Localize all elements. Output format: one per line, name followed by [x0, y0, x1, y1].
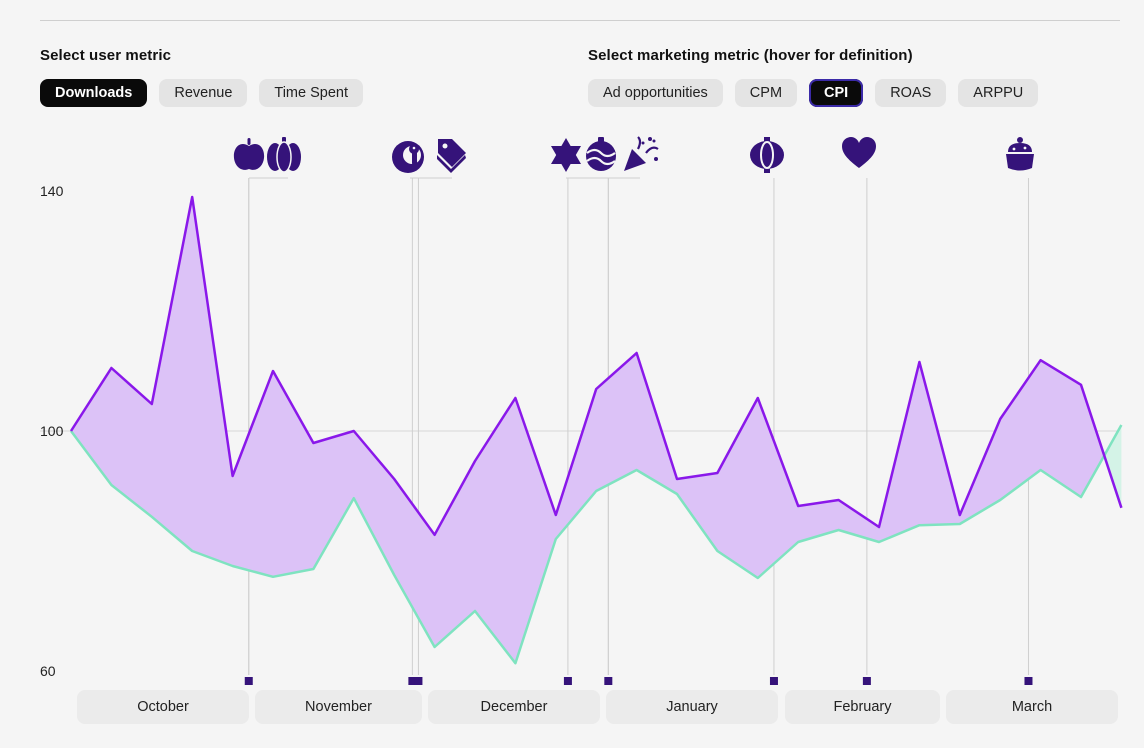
- event-marker: [1024, 677, 1033, 685]
- party-popper-icon[interactable]: [624, 136, 659, 171]
- marketing-metric-label: Select marketing metric (hover for defin…: [588, 47, 913, 64]
- star-of-david-icon[interactable]: [551, 138, 581, 172]
- downloads-above-fill: [1104, 425, 1122, 508]
- month-december-button[interactable]: December: [428, 690, 600, 724]
- price-tag-icon[interactable]: [437, 139, 466, 173]
- chart-fills: [71, 197, 1122, 664]
- roas-button[interactable]: ROAS: [875, 79, 947, 107]
- ornament-icon[interactable]: [586, 137, 616, 171]
- pudding-icon[interactable]: [1006, 137, 1034, 171]
- cpi-above-fill: [71, 197, 1105, 664]
- turkey-icon[interactable]: [392, 141, 424, 173]
- y-tick-label: 140: [40, 183, 64, 199]
- lantern-icon[interactable]: [750, 137, 784, 173]
- pumpkin-icon[interactable]: [267, 137, 301, 173]
- event-icons: [233, 136, 1034, 173]
- revenue-button[interactable]: Revenue: [159, 79, 248, 107]
- y-tick-label: 100: [40, 423, 64, 439]
- downloads-button[interactable]: Downloads: [40, 79, 148, 107]
- time-spent-button[interactable]: Time Spent: [259, 79, 363, 107]
- month-november-button[interactable]: November: [255, 690, 422, 724]
- event-marker: [862, 677, 871, 685]
- y-axis-ticks: 140 100 60: [40, 183, 64, 679]
- month-october-button[interactable]: October: [77, 690, 249, 724]
- event-marker: [414, 677, 423, 685]
- top-divider: [40, 20, 1120, 21]
- event-marker: [244, 677, 253, 685]
- cpm-button[interactable]: CPM: [734, 79, 798, 107]
- downloads-line: [69, 424, 1123, 665]
- event-marker: [769, 677, 778, 685]
- marketing-metric-buttons: Ad opportunities CPM CPI ROAS ARPPU: [588, 79, 1039, 107]
- event-marker: [604, 677, 613, 685]
- month-january-button[interactable]: January: [606, 690, 778, 724]
- cpi-button[interactable]: CPI: [809, 79, 864, 107]
- event-marker: [563, 677, 572, 685]
- arppu-button[interactable]: ARPPU: [958, 79, 1039, 107]
- heart-icon[interactable]: [842, 137, 876, 168]
- user-metric-buttons: Downloads Revenue Time Spent: [40, 79, 363, 107]
- user-metric-label: Select user metric: [40, 47, 172, 64]
- month-march-button[interactable]: March: [946, 690, 1118, 724]
- event-markers: [244, 677, 1033, 685]
- y-tick-label: 60: [40, 663, 56, 679]
- event-marker: [408, 677, 417, 685]
- chart-lines: [69, 195, 1123, 665]
- ad-opportunities-button[interactable]: Ad opportunities: [588, 79, 723, 107]
- month-february-button[interactable]: February: [785, 690, 940, 724]
- cpi-line: [69, 195, 1123, 537]
- apple-icon[interactable]: [233, 138, 265, 170]
